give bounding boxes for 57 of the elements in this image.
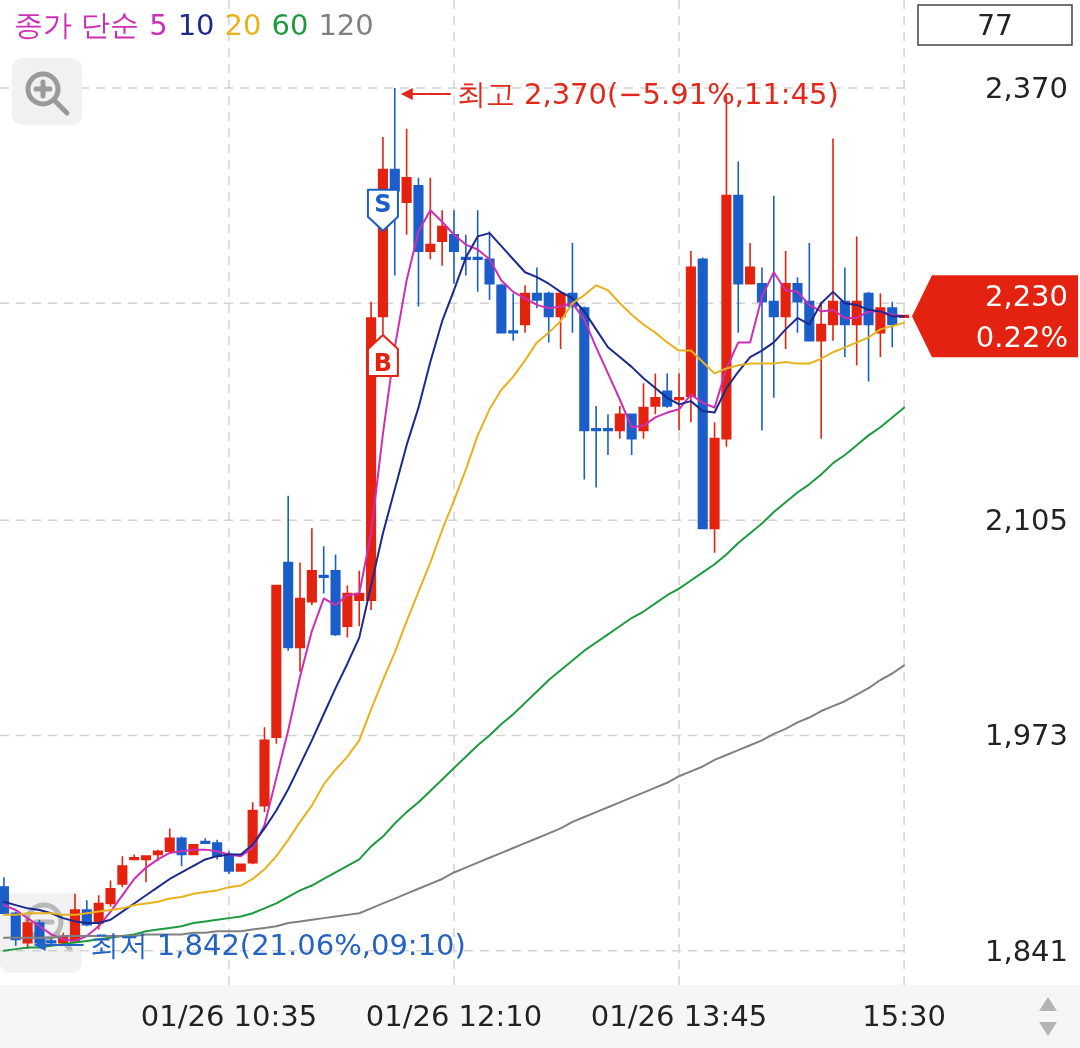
candlestick (259, 726, 270, 813)
candlestick (294, 561, 306, 673)
candlestick (650, 372, 661, 415)
candlestick (117, 855, 128, 888)
candlestick (425, 176, 436, 261)
annotation: 최저 1,842(21.06%,09:10) (89, 928, 466, 963)
candlestick (638, 382, 649, 440)
candlestick (437, 209, 448, 267)
candlestick (745, 242, 756, 285)
text: 2,230 (984, 278, 1068, 313)
x-tick-label: 01/26 10:35 (140, 999, 318, 1033)
candlestick (733, 160, 744, 334)
candlestick (602, 413, 614, 456)
candlestick (164, 827, 175, 853)
candlestick (591, 405, 602, 489)
candlestick (543, 291, 554, 344)
candlestick (685, 250, 696, 424)
x-tick-label: 15:30 (862, 999, 946, 1033)
candlestick (496, 282, 507, 334)
candlestick (816, 300, 827, 440)
text: 0.22% (975, 319, 1068, 354)
candlestick (827, 137, 839, 342)
candlestick (768, 194, 779, 399)
candlestick (614, 405, 625, 440)
candlestick (152, 848, 163, 862)
candlestick (839, 266, 850, 358)
candlestick (401, 127, 412, 236)
candlestick (863, 291, 874, 383)
y-tick-label: 2,370 (984, 71, 1068, 105)
y-tick-label: 2,105 (984, 503, 1068, 538)
x-tick-label: 01/26 12:10 (365, 999, 543, 1033)
candlestick (520, 284, 531, 334)
candlestick (283, 494, 294, 652)
candlestick (508, 292, 519, 342)
series-label: S (374, 190, 392, 219)
series-label: B (373, 349, 393, 378)
candlestick (354, 569, 365, 627)
candlestick (579, 305, 590, 481)
candlestick (460, 233, 471, 277)
candlestick (448, 209, 460, 285)
text: 77 (977, 8, 1013, 42)
candlestick (306, 527, 317, 606)
candlestick (200, 837, 211, 844)
legend: 종가 단순 5 10 20 60 120 (14, 8, 374, 42)
candlestick (271, 584, 282, 745)
candlestick (413, 176, 424, 308)
y-tick-label: 1,973 (984, 718, 1068, 753)
candlestick (140, 855, 152, 884)
candlestick (235, 863, 246, 872)
candlestick (851, 235, 862, 367)
candlestick (531, 266, 542, 309)
candlestick (673, 372, 685, 432)
y-tick-label: 1,841 (984, 933, 1068, 968)
annotation: 최고 2,370(−5.91%,11:45) (456, 77, 839, 111)
candlestick (756, 266, 768, 432)
x-tick-label: 01/26 13:45 (590, 999, 768, 1033)
candlestick (129, 853, 140, 861)
